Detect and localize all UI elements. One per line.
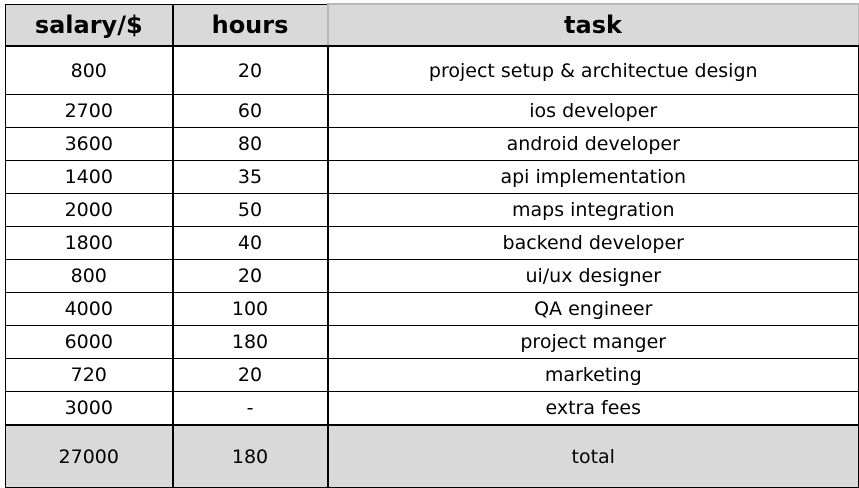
task-cell[interactable]: project setup & architectue design [326, 45, 859, 95]
hours-cell[interactable]: 180 [171, 325, 328, 359]
task-header-cell[interactable]: task [326, 3, 859, 47]
salary-cell[interactable]: 720 [5, 358, 173, 392]
table-row: 800 20 ui/ux designer [5, 259, 859, 293]
table-row: 800 20 project setup & architectue desig… [5, 45, 859, 95]
hours-cell[interactable]: - [171, 391, 328, 426]
hours-cell[interactable]: 40 [171, 226, 328, 260]
salary-cell[interactable]: 800 [5, 45, 173, 95]
salary-cell[interactable]: 800 [5, 259, 173, 293]
budget-table: salary/$ hours task 800 20 project setup… [5, 3, 859, 488]
task-cell[interactable]: marketing [326, 358, 859, 392]
table-row: 4000 100 QA engineer [5, 292, 859, 326]
task-cell[interactable]: ui/ux designer [326, 259, 859, 293]
hours-cell[interactable]: 20 [171, 45, 328, 95]
task-cell[interactable]: android developer [326, 127, 859, 161]
hours-cell[interactable]: 50 [171, 193, 328, 227]
table-row: 1400 35 api implementation [5, 160, 859, 194]
salary-cell[interactable]: 6000 [5, 325, 173, 359]
task-cell[interactable]: maps integration [326, 193, 859, 227]
salary-cell[interactable]: 1800 [5, 226, 173, 260]
salary-cell[interactable]: 1400 [5, 160, 173, 194]
task-cell[interactable]: project manger [326, 325, 859, 359]
salary-cell[interactable]: 2700 [5, 94, 173, 128]
table-row: 2700 60 ios developer [5, 94, 859, 128]
salary-cell[interactable]: 2000 [5, 193, 173, 227]
total-label-cell[interactable]: total [326, 424, 859, 488]
salary-cell[interactable]: 3000 [5, 391, 173, 426]
total-salary-cell[interactable]: 27000 [5, 424, 173, 488]
table-row: 3000 - extra fees [5, 391, 859, 426]
salary-header-cell[interactable]: salary/$ [5, 3, 173, 47]
task-cell[interactable]: extra fees [326, 391, 859, 426]
task-cell[interactable]: backend developer [326, 226, 859, 260]
task-cell[interactable]: ios developer [326, 94, 859, 128]
hours-cell[interactable]: 20 [171, 358, 328, 392]
salary-cell[interactable]: 4000 [5, 292, 173, 326]
hours-header-cell[interactable]: hours [171, 3, 328, 47]
task-cell[interactable]: api implementation [326, 160, 859, 194]
table-row: 6000 180 project manger [5, 325, 859, 359]
task-cell[interactable]: QA engineer [326, 292, 859, 326]
salary-cell[interactable]: 3600 [5, 127, 173, 161]
hours-cell[interactable]: 20 [171, 259, 328, 293]
hours-cell[interactable]: 60 [171, 94, 328, 128]
table-row: 720 20 marketing [5, 358, 859, 392]
table-row: 3600 80 android developer [5, 127, 859, 161]
table-row: 1800 40 backend developer [5, 226, 859, 260]
total-row: 27000 180 total [5, 424, 859, 488]
hours-cell[interactable]: 80 [171, 127, 328, 161]
table-row: 2000 50 maps integration [5, 193, 859, 227]
hours-cell[interactable]: 35 [171, 160, 328, 194]
total-hours-cell[interactable]: 180 [171, 424, 328, 488]
header-row: salary/$ hours task [5, 3, 859, 47]
hours-cell[interactable]: 100 [171, 292, 328, 326]
